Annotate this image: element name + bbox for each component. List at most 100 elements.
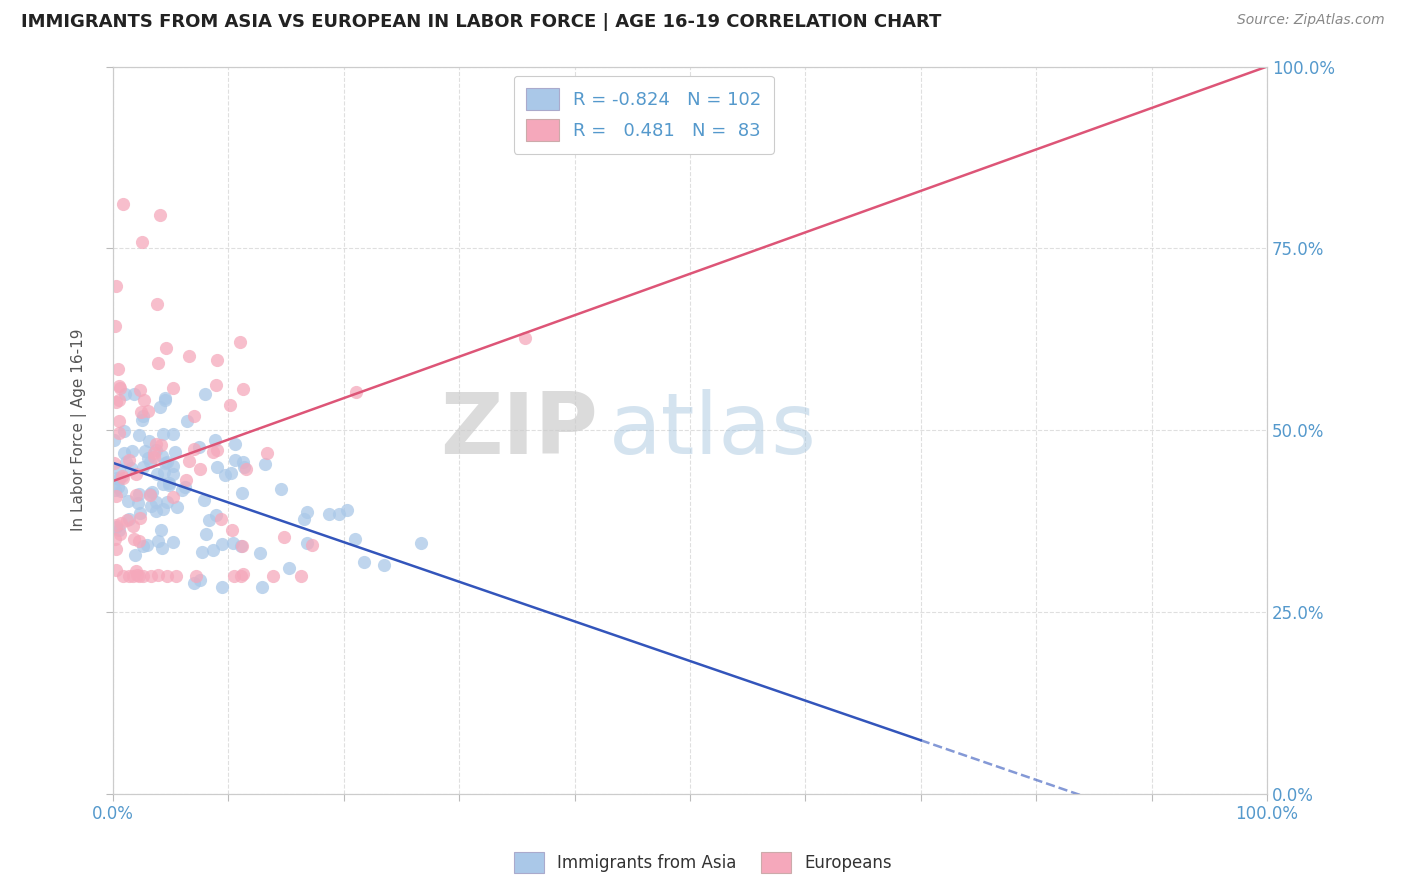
Point [273, 530, 295, 544]
Point [132, 568, 155, 582]
Point [193, 493, 215, 508]
Point [108, 414, 131, 428]
Point [105, 541, 128, 556]
Point [263, 568, 285, 582]
Point [162, 458, 184, 473]
Point [149, 438, 172, 452]
Point [145, 297, 167, 311]
Point [117, 493, 139, 508]
Point [129, 511, 152, 525]
Point [108, 461, 131, 475]
Point [125, 487, 148, 501]
Point [108, 472, 131, 486]
Point [177, 454, 200, 468]
Point [219, 467, 242, 481]
Point [136, 450, 159, 465]
Point [162, 381, 184, 395]
Point [146, 567, 169, 582]
Point [105, 519, 128, 533]
Point [150, 541, 173, 555]
Point [118, 512, 141, 526]
Point [108, 392, 131, 407]
Point [125, 564, 148, 578]
Point [138, 487, 160, 501]
Point [204, 508, 226, 523]
Point [111, 568, 134, 582]
Point [295, 505, 318, 519]
Point [231, 566, 253, 581]
Y-axis label: In Labor Force | Age 16-19: In Labor Force | Age 16-19 [72, 329, 87, 532]
Point [108, 527, 131, 541]
Point [131, 405, 153, 419]
Point [292, 511, 315, 525]
Point [120, 461, 142, 475]
Point [122, 386, 145, 401]
Point [188, 462, 211, 476]
Point [222, 568, 245, 582]
Point [111, 468, 134, 483]
Text: IMMIGRANTS FROM ASIA VS EUROPEAN IN LABOR FORCE | AGE 16-19 CORRELATION CHART: IMMIGRANTS FROM ASIA VS EUROPEAN IN LABO… [21, 13, 942, 31]
Point [112, 424, 135, 438]
Point [153, 392, 176, 407]
Point [201, 444, 224, 458]
Point [148, 400, 170, 414]
Point [328, 507, 350, 521]
Point [139, 455, 162, 469]
Point [194, 526, 217, 541]
Point [145, 504, 167, 518]
Point [156, 568, 179, 582]
Point [105, 563, 128, 577]
Point [110, 381, 132, 395]
Point [145, 437, 167, 451]
Point [145, 495, 167, 509]
Point [142, 450, 165, 465]
Point [155, 341, 177, 355]
Point [204, 434, 226, 448]
Point [131, 413, 153, 427]
Point [344, 532, 367, 546]
Point [232, 455, 254, 469]
Point [117, 568, 139, 582]
Point [149, 523, 172, 537]
Point [211, 580, 233, 594]
Point [128, 534, 150, 549]
Point [214, 467, 236, 482]
Point [184, 568, 207, 582]
Point [270, 482, 292, 496]
Point [136, 404, 159, 418]
Point [104, 483, 127, 498]
Point [118, 453, 141, 467]
Point [256, 446, 278, 460]
Point [344, 385, 367, 400]
Point [152, 502, 174, 516]
Text: atlas: atlas [609, 389, 817, 472]
Point [373, 558, 395, 572]
Point [134, 444, 156, 458]
Point [231, 539, 253, 553]
Point [191, 545, 214, 559]
Point [115, 513, 138, 527]
Point [124, 548, 146, 562]
Point [233, 459, 256, 474]
Point [157, 475, 180, 490]
Point [146, 534, 169, 549]
Point [141, 485, 163, 500]
Text: ZIP: ZIP [440, 389, 598, 472]
Point [114, 455, 136, 469]
Point [132, 460, 155, 475]
Point [132, 539, 155, 553]
Point [224, 452, 246, 467]
Point [235, 462, 257, 476]
Point [353, 555, 375, 569]
Point [105, 395, 128, 409]
Point [112, 197, 135, 211]
Point [165, 568, 187, 582]
Point [152, 426, 174, 441]
Point [183, 442, 205, 456]
Point [250, 581, 273, 595]
Point [201, 543, 224, 558]
Point [114, 445, 136, 459]
Text: Source: ZipAtlas.com: Source: ZipAtlas.com [1237, 13, 1385, 28]
Point [134, 393, 156, 408]
Point [121, 444, 143, 458]
